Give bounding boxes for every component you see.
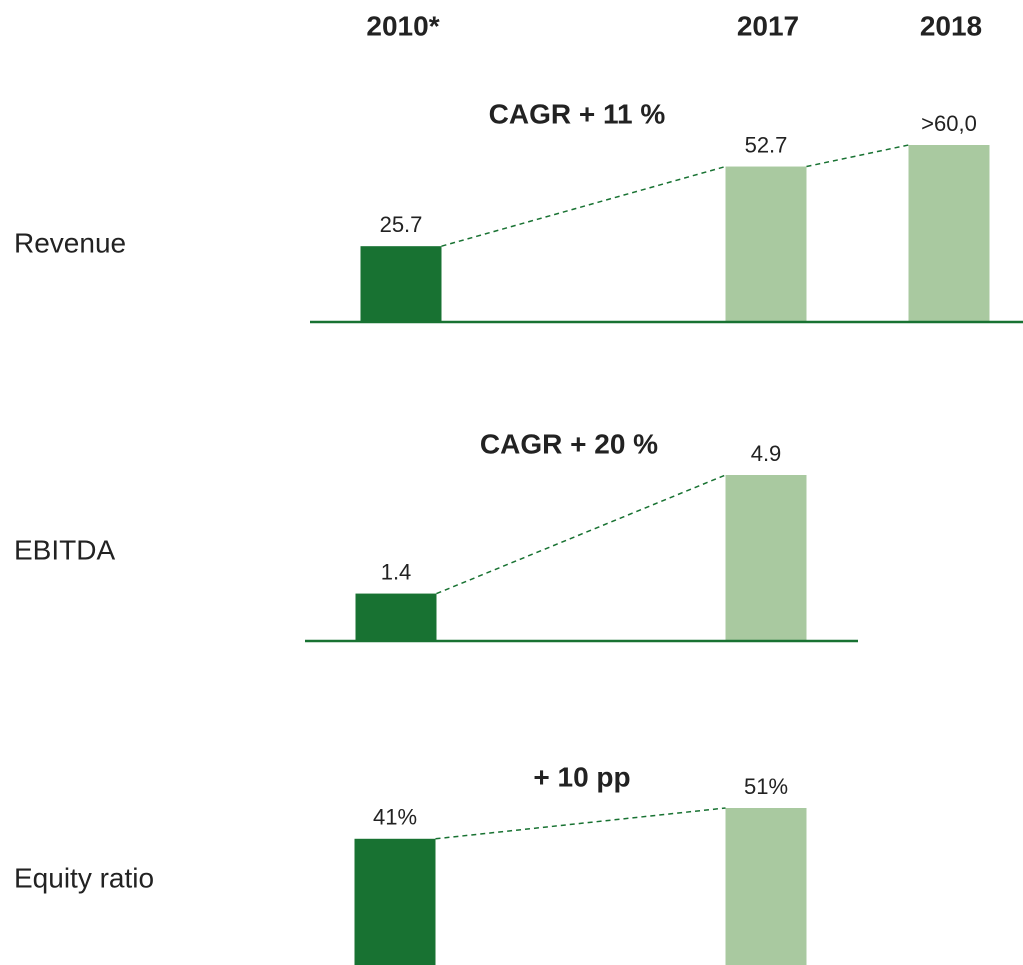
- row-label: Equity ratio: [14, 862, 154, 893]
- bar: [908, 145, 990, 322]
- bar: [725, 808, 807, 965]
- value-label: 1.4: [381, 559, 412, 584]
- value-label: 25.7: [380, 212, 423, 237]
- column-header: 2017: [737, 10, 799, 41]
- column-header: 2010*: [366, 10, 439, 41]
- annotation: + 10 pp: [533, 761, 630, 792]
- bar: [360, 246, 442, 322]
- bar: [355, 593, 437, 641]
- trend-connector: [806, 144, 909, 168]
- value-label: >60,0: [921, 111, 977, 136]
- trend-connector: [441, 165, 726, 247]
- row-label: Revenue: [14, 227, 126, 258]
- trend-connector: [435, 807, 726, 840]
- column-header: 2018: [920, 10, 982, 41]
- bar: [725, 475, 807, 641]
- bar: [354, 838, 436, 965]
- value-label: 41%: [373, 805, 417, 830]
- bar: [725, 166, 807, 322]
- annotation: CAGR + 11 %: [489, 98, 666, 129]
- trend-connector: [436, 474, 726, 595]
- value-label: 4.9: [751, 441, 782, 466]
- value-label: 52.7: [745, 132, 788, 157]
- row-label: EBITDA: [14, 534, 115, 565]
- annotation: CAGR + 20 %: [480, 428, 658, 459]
- value-label: 51%: [744, 774, 788, 799]
